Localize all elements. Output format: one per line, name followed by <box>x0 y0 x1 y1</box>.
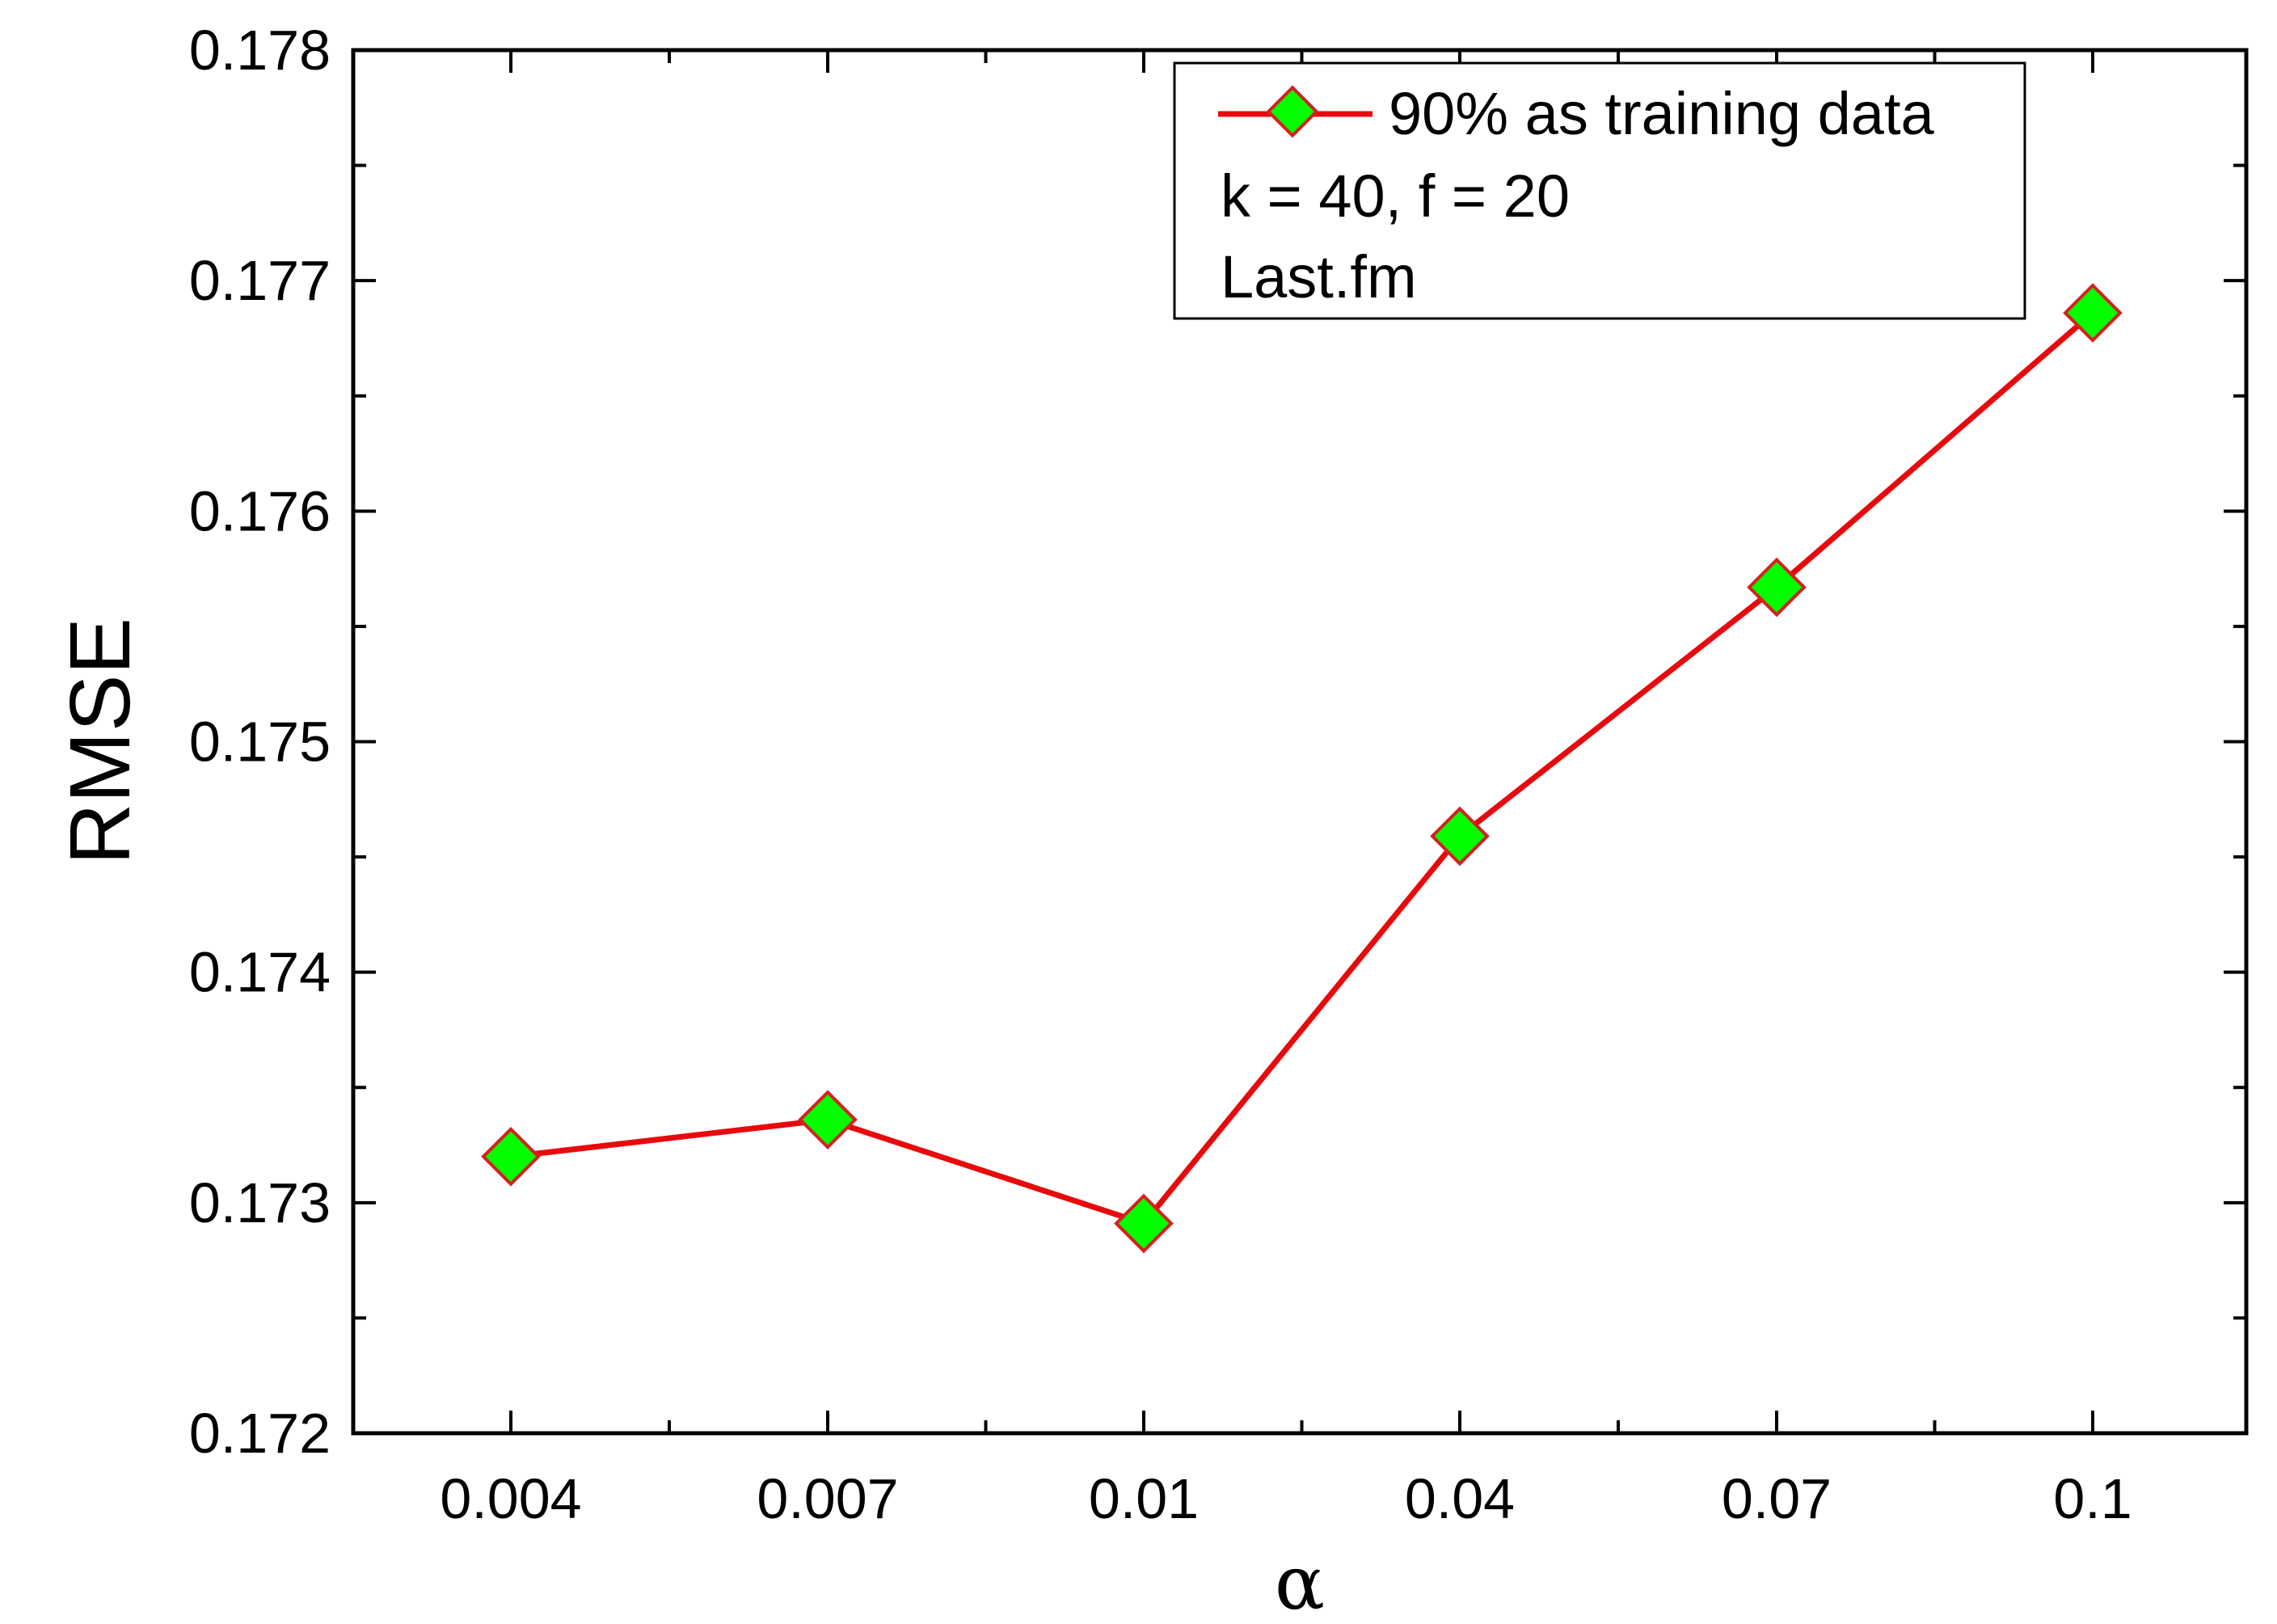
data-point-marker <box>1747 557 1807 618</box>
legend-box <box>1173 61 2026 320</box>
series-line-segment <box>826 1116 1145 1226</box>
data-point-marker <box>1114 1193 1174 1254</box>
series-layer <box>481 283 2123 1254</box>
y-axis-title: RMSE <box>53 618 148 865</box>
data-point-marker <box>2063 283 2123 343</box>
series-line-segment <box>1774 310 2095 590</box>
series-line-segment <box>1457 584 1779 839</box>
legend-diamond-marker <box>1266 85 1319 138</box>
x-tick-label: 0.004 <box>440 1467 581 1530</box>
data-point-marker <box>798 1090 858 1150</box>
y-tick-label: 0.175 <box>189 711 331 774</box>
plot-frame <box>351 48 2249 1436</box>
y-tick-label: 0.177 <box>189 249 331 312</box>
x-tick-label: 0.01 <box>1089 1467 1199 1530</box>
x-tick-label: 0.07 <box>1722 1467 1832 1530</box>
data-point-marker <box>1430 806 1490 867</box>
data-point-marker <box>481 1126 541 1187</box>
x-tick-label: 0.007 <box>757 1467 898 1530</box>
y-tick-label: 0.173 <box>189 1171 331 1234</box>
y-tick-label: 0.174 <box>189 941 331 1004</box>
legend-note-params: k = 40, f = 20 <box>1221 162 1570 230</box>
x-tick-label: 0.1 <box>2053 1467 2132 1530</box>
x-tick-label: 0.04 <box>1405 1467 1515 1530</box>
x-axis-title: α <box>1275 1540 1325 1624</box>
legend-series-label: 90% as training data <box>1389 80 1935 147</box>
legend-note-dataset: Last.fm <box>1221 243 1417 310</box>
y-tick-label: 0.176 <box>189 479 331 542</box>
y-tick-label: 0.172 <box>189 1402 331 1465</box>
legend: 90% as training data k = 40, f = 20 Last… <box>1173 61 2026 320</box>
series-line-segment <box>510 1116 829 1160</box>
x-axis: 0.004 0.007 0.01 0.04 0.07 0.1 <box>440 50 2132 1530</box>
series-line-segment <box>1141 834 1462 1225</box>
y-axis: 0.172 0.173 0.174 0.175 0.176 0.177 0.178 <box>189 19 2246 1465</box>
y-tick-label: 0.178 <box>189 19 331 82</box>
